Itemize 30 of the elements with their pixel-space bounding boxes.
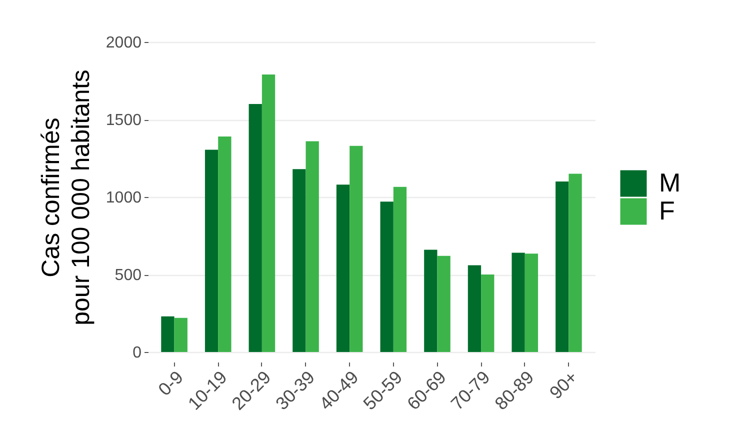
bar xyxy=(568,174,582,352)
bar xyxy=(556,182,569,352)
legend-label: M xyxy=(659,168,681,198)
y-axis-title: Cas confirmés pour 100 000 habitants xyxy=(36,70,95,326)
bar xyxy=(393,186,407,352)
x-tick-label: 0-9 xyxy=(154,367,188,400)
x-tick-label: 90+ xyxy=(546,367,582,403)
bar xyxy=(437,256,450,352)
bar xyxy=(174,318,188,352)
bar xyxy=(218,136,232,352)
y-tick-label: 0 xyxy=(132,344,142,362)
bar xyxy=(262,74,276,352)
bar xyxy=(350,146,363,352)
bar xyxy=(380,202,394,352)
bar xyxy=(424,250,438,352)
bar xyxy=(248,104,262,352)
bar xyxy=(512,252,525,352)
bar xyxy=(204,150,218,352)
y-tick-label: 2000 xyxy=(106,34,142,52)
y-tick-label: 1500 xyxy=(106,112,142,129)
bar xyxy=(481,274,494,352)
bar xyxy=(292,169,306,352)
y-tick-label: 1000 xyxy=(106,190,142,206)
bar xyxy=(468,265,482,352)
bar xyxy=(524,254,538,352)
bar xyxy=(306,141,319,352)
bar xyxy=(336,184,350,352)
y-tick-label: 500 xyxy=(114,267,142,284)
legend-label: F xyxy=(659,196,675,226)
bar xyxy=(161,316,174,352)
